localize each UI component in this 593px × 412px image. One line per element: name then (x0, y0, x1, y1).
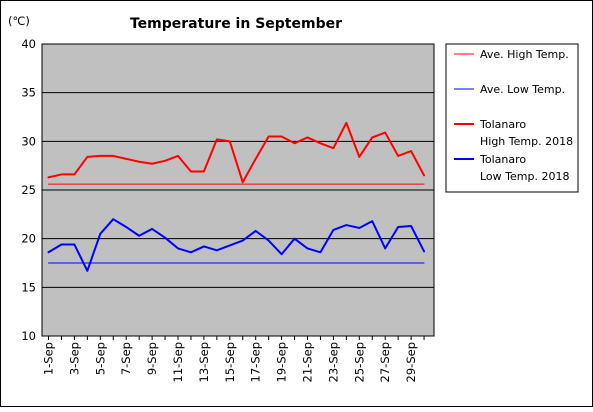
y-tick-label: 10 (21, 329, 36, 343)
x-axis-ticks: 1-Sep 3-Sep 5-Sep 7-Sep 9-Sep 11-Sep 13-Sep 15-… (42, 336, 425, 382)
x-tick-label: 7-Sep (119, 342, 133, 375)
legend-label: Ave. High Temp. (480, 48, 569, 61)
legend-label: Low Temp. 2018 (480, 170, 569, 183)
chart-title: Temperature in September (130, 16, 342, 32)
y-unit-label: (℃) (8, 14, 30, 28)
series-lines (47, 121, 426, 272)
x-tick-label: 15-Sep (223, 342, 237, 382)
y-tick-label: 20 (21, 232, 36, 246)
x-tick-label: 19-Sep (275, 342, 289, 382)
y-tick-label: 40 (21, 37, 36, 51)
x-tick-label: 25-Sep (352, 342, 366, 382)
y-tick-label: 30 (21, 134, 36, 148)
x-tick-label: 21-Sep (301, 342, 315, 382)
x-tick-label: 13-Sep (197, 342, 211, 382)
y-tick-label: 15 (21, 280, 36, 294)
x-tick-label: 9-Sep (145, 342, 159, 375)
x-tick-label: 1-Sep (42, 342, 56, 375)
x-tick-label: 17-Sep (249, 342, 263, 382)
y-axis-ticks: 10 15 20 25 30 35 40 (21, 37, 36, 343)
legend-label: Tolanaro (479, 153, 526, 166)
legend-box (445, 43, 579, 193)
y-tick-label: 25 (21, 183, 36, 197)
x-tick-label: 27-Sep (378, 342, 392, 382)
series-line (47, 218, 426, 272)
legend-label: Tolanaro (479, 118, 526, 131)
legend-label: High Temp. 2018 (480, 135, 573, 148)
x-tick-label: 23-Sep (326, 342, 340, 382)
legend: Ave. High Temp. Ave. Low Temp. Tolanaro Hig… (454, 48, 573, 183)
x-tick-label: 3-Sep (67, 342, 81, 375)
y-tick-label: 35 (21, 86, 36, 100)
x-tick-label: 29-Sep (404, 342, 418, 382)
x-tick-label: 11-Sep (171, 342, 185, 382)
x-tick-label: 5-Sep (93, 342, 107, 375)
legend-label: Ave. Low Temp. (480, 83, 565, 96)
series-line (47, 121, 426, 184)
